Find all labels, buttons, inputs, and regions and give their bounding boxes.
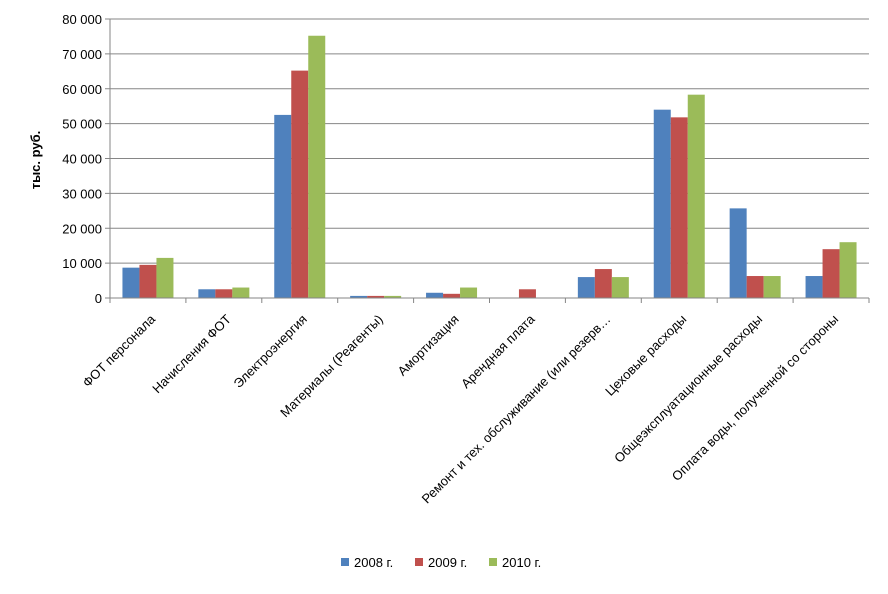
gridlines (110, 18, 869, 264)
x-category-label: Амортизация (395, 312, 462, 379)
x-category-label: ФОТ персонала (79, 311, 158, 390)
bar (443, 293, 461, 298)
x-category-label: Оплата воды, полученной со стороны (669, 312, 841, 484)
legend-swatch (489, 558, 497, 566)
legend-label: 2010 г. (502, 555, 541, 570)
bar (746, 276, 764, 298)
bar (384, 295, 402, 298)
y-tick-label: 50 000 (62, 117, 102, 132)
y-axis-ticks: 0 10 000 20 000 30 000 40 000 50 000 60 000 70 … (62, 12, 110, 306)
x-category-label: Цеховые расходы (602, 312, 689, 399)
x-category-label: Начисления ФОТ (149, 311, 234, 396)
bar (308, 35, 326, 299)
bar (122, 267, 140, 298)
bar (805, 276, 823, 298)
x-category-label: Электроэнергия (230, 312, 309, 391)
legend-swatch (415, 558, 423, 566)
legend-label: 2009 г. (428, 555, 467, 570)
bar (291, 70, 309, 299)
bar (763, 276, 781, 298)
bar (670, 117, 688, 298)
bar (426, 292, 444, 298)
bar (839, 242, 857, 298)
bar (139, 264, 157, 298)
x-category-label: Арендная плата (458, 311, 538, 391)
bar (215, 289, 233, 298)
y-tick-label: 40 000 (62, 152, 102, 167)
y-tick-label: 10 000 (62, 256, 102, 271)
bars (122, 35, 857, 299)
y-axis-label: тыс. руб. (28, 131, 43, 190)
legend-label: 2008 г. (354, 555, 393, 570)
bar (156, 257, 174, 298)
legend: 2008 г. 2009 г. 2010 г. (341, 555, 541, 570)
bar (611, 277, 629, 298)
axes (109, 19, 870, 303)
bar (594, 269, 612, 298)
bar (687, 94, 705, 299)
y-tick-label: 30 000 (62, 186, 102, 201)
y-tick-label: 20 000 (62, 221, 102, 236)
bar (460, 287, 478, 298)
x-category-label: Общеэксплуатационные расходы (611, 312, 765, 466)
bar (274, 114, 292, 298)
y-tick-label: 60 000 (62, 82, 102, 97)
bar (198, 289, 216, 298)
bar (350, 295, 368, 298)
bar (822, 249, 840, 298)
y-tick-label: 80 000 (62, 12, 102, 27)
y-tick-label: 0 (95, 291, 102, 306)
bar (653, 109, 671, 298)
bar (518, 289, 536, 298)
legend-swatch (341, 558, 349, 566)
y-tick-label: 70 000 (62, 47, 102, 62)
bar (729, 208, 747, 298)
bar (577, 277, 595, 298)
bar (232, 287, 250, 298)
bar (367, 295, 385, 298)
